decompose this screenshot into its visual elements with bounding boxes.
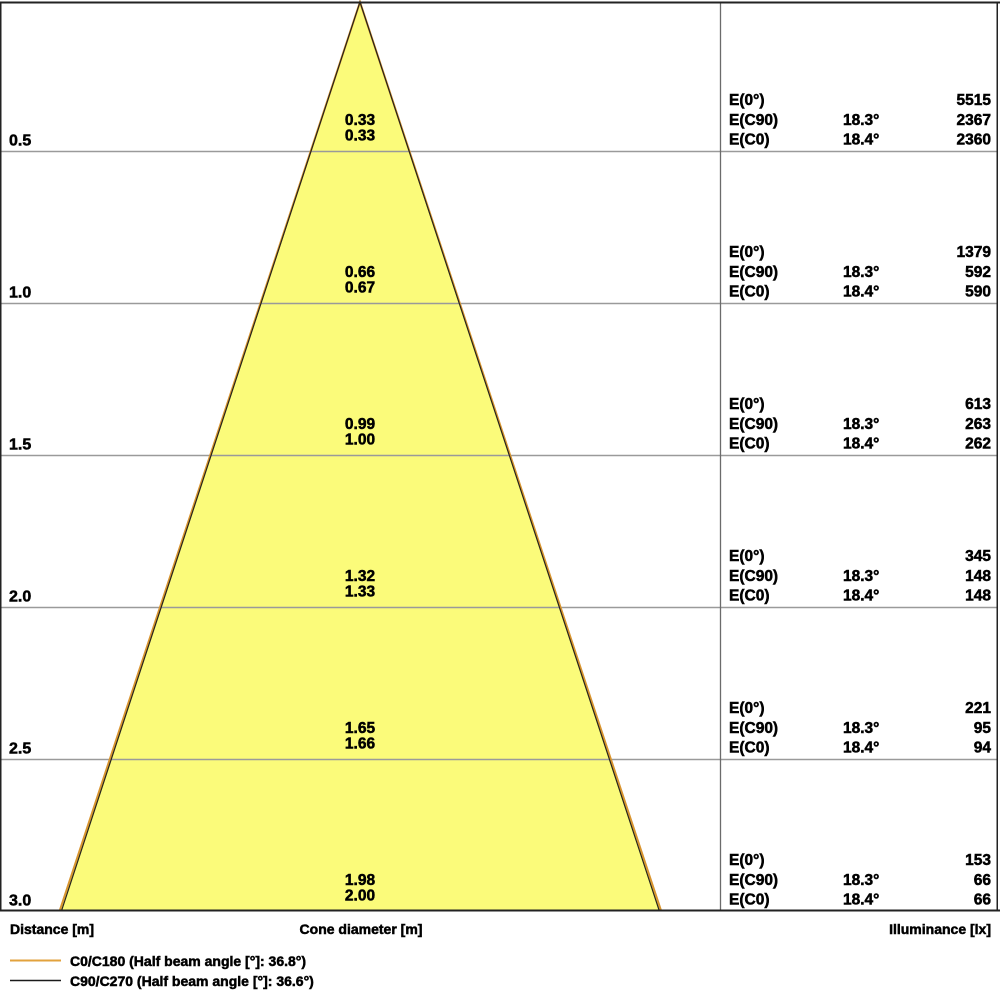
svg-text:148: 148 (965, 588, 991, 605)
svg-text:E(0°): E(0°) (729, 396, 764, 413)
svg-text:592: 592 (965, 264, 991, 281)
svg-text:E(C0): E(C0) (729, 892, 769, 909)
svg-text:1.00: 1.00 (345, 432, 375, 449)
svg-text:18.3°: 18.3° (843, 872, 879, 889)
svg-text:262: 262 (965, 436, 991, 453)
svg-text:1379: 1379 (957, 244, 992, 261)
svg-text:2360: 2360 (957, 132, 991, 149)
svg-text:E(C0): E(C0) (729, 740, 769, 757)
svg-text:18.3°: 18.3° (843, 416, 879, 433)
svg-text:18.4°: 18.4° (843, 132, 879, 149)
svg-text:C0/C180 (Half beam angle [°]:: C0/C180 (Half beam angle [°]: 36.8°) (70, 953, 306, 969)
svg-text:18.4°: 18.4° (843, 740, 879, 757)
svg-text:613: 613 (965, 396, 991, 413)
svg-text:0.67: 0.67 (345, 280, 375, 297)
svg-text:18.3°: 18.3° (843, 264, 879, 281)
svg-text:C90/C270 (Half beam angle [°]:: C90/C270 (Half beam angle [°]: 36.6°) (70, 973, 314, 989)
svg-text:E(0°): E(0°) (729, 548, 764, 565)
svg-text:E(0°): E(0°) (729, 700, 764, 717)
svg-text:E(C90): E(C90) (729, 720, 778, 737)
svg-text:221: 221 (965, 700, 991, 717)
svg-text:18.4°: 18.4° (843, 284, 879, 301)
svg-text:18.3°: 18.3° (843, 568, 879, 585)
svg-text:E(0°): E(0°) (729, 92, 764, 109)
svg-text:0.33: 0.33 (345, 112, 376, 129)
svg-text:1.33: 1.33 (345, 584, 376, 601)
svg-text:1.0: 1.0 (9, 285, 31, 302)
svg-text:1.65: 1.65 (345, 720, 376, 737)
svg-text:1.5: 1.5 (9, 437, 31, 454)
svg-text:18.4°: 18.4° (843, 588, 879, 605)
svg-text:0.5: 0.5 (9, 133, 31, 150)
svg-text:2.0: 2.0 (9, 589, 31, 606)
svg-text:E(C90): E(C90) (729, 872, 778, 889)
svg-text:E(C0): E(C0) (729, 132, 769, 149)
svg-text:18.4°: 18.4° (843, 892, 879, 909)
svg-text:345: 345 (965, 548, 991, 565)
svg-text:18.4°: 18.4° (843, 436, 879, 453)
svg-text:5515: 5515 (957, 92, 992, 109)
svg-text:0.33: 0.33 (345, 128, 376, 145)
svg-text:E(C90): E(C90) (729, 264, 778, 281)
svg-text:Illuminance [lx]: Illuminance [lx] (889, 921, 991, 937)
svg-text:E(0°): E(0°) (729, 244, 764, 261)
svg-text:3.0: 3.0 (9, 893, 31, 910)
svg-text:263: 263 (965, 416, 991, 433)
svg-text:1.32: 1.32 (345, 568, 375, 585)
svg-text:2367: 2367 (957, 112, 991, 129)
svg-text:2.5: 2.5 (9, 741, 31, 758)
svg-text:0.99: 0.99 (345, 416, 376, 433)
svg-text:0.66: 0.66 (345, 264, 376, 281)
svg-text:E(C90): E(C90) (729, 416, 778, 433)
svg-text:148: 148 (965, 568, 991, 585)
svg-text:94: 94 (974, 740, 992, 757)
svg-text:18.3°: 18.3° (843, 112, 879, 129)
svg-text:18.3°: 18.3° (843, 720, 879, 737)
svg-text:95: 95 (974, 720, 992, 737)
svg-text:1.66: 1.66 (345, 736, 376, 753)
svg-text:Distance [m]: Distance [m] (10, 921, 94, 937)
svg-text:E(C90): E(C90) (729, 568, 778, 585)
svg-text:66: 66 (974, 892, 992, 909)
svg-text:2.00: 2.00 (345, 888, 375, 905)
svg-text:E(C90): E(C90) (729, 112, 778, 129)
svg-text:E(C0): E(C0) (729, 436, 769, 453)
svg-text:E(C0): E(C0) (729, 588, 769, 605)
svg-text:1.98: 1.98 (345, 872, 376, 889)
svg-text:590: 590 (965, 284, 991, 301)
svg-text:66: 66 (974, 872, 992, 889)
svg-text:E(C0): E(C0) (729, 284, 769, 301)
svg-text:153: 153 (965, 852, 991, 869)
svg-text:Cone diameter [m]: Cone diameter [m] (300, 921, 423, 937)
svg-text:E(0°): E(0°) (729, 852, 764, 869)
